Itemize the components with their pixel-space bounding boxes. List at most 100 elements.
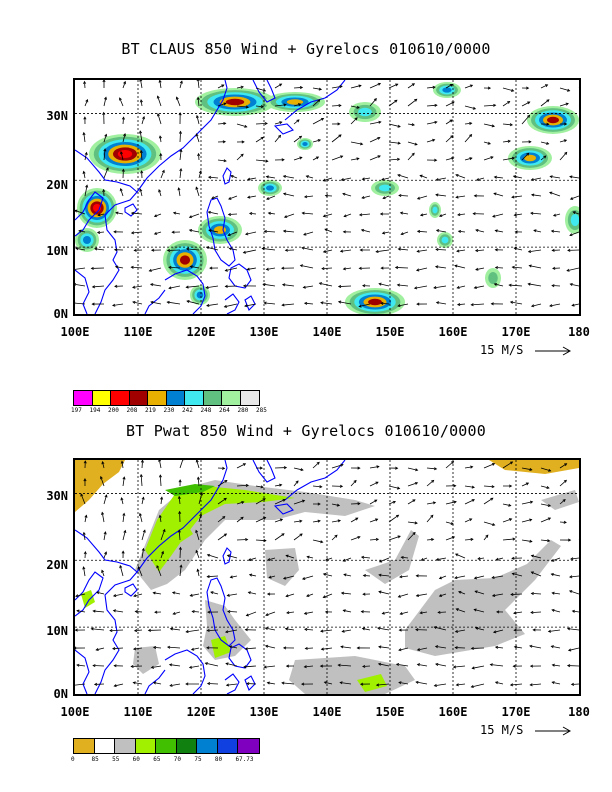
colorbar-label: 75 (194, 756, 202, 763)
colorbar-label: 0 (71, 756, 75, 763)
lon-label: 140E (312, 705, 342, 719)
lat-label: 20N (46, 558, 68, 572)
lon-label: 110E (123, 705, 153, 719)
panel1-scale-arrow-icon (535, 346, 572, 356)
colorbar-swatch (74, 391, 93, 405)
coastline-path (136, 460, 228, 573)
colorbar-label: 85 (91, 756, 99, 763)
colorbar-swatch (74, 739, 95, 753)
colorbar-swatch (166, 391, 185, 405)
lon-label: 150E (375, 705, 405, 719)
coastline-path (228, 263, 252, 289)
cloud-cluster (371, 180, 399, 196)
cloud-cluster (163, 240, 207, 280)
lon-label: 120E (186, 705, 216, 719)
pwat-map-panel (73, 458, 581, 696)
pwat-map-canvas (75, 460, 579, 694)
coastline-path (164, 269, 206, 314)
cloud-cluster (195, 88, 275, 116)
panel1-colorbar (73, 390, 260, 406)
colorbar-swatch (222, 391, 241, 405)
coastline-path (252, 460, 276, 483)
cloud-cluster (75, 228, 99, 252)
colorbar-swatch (111, 391, 130, 405)
coastline-path (228, 643, 252, 669)
colorbar-swatch (94, 739, 116, 753)
cloud-cluster (433, 82, 461, 98)
cloud-cluster (485, 268, 501, 288)
panel1-title: BT CLAUS 850 Wind + Gyrelocs 010610/0000 (121, 40, 491, 58)
coastline-path (206, 577, 236, 647)
coastline-path (75, 269, 90, 314)
lon-label: 100E (60, 705, 90, 719)
colorbar-swatch (176, 739, 198, 753)
colorbar-label: 219 (145, 407, 156, 414)
cloud-cluster (297, 138, 313, 150)
lat-label: 30N (46, 109, 68, 123)
coastline-path (144, 669, 166, 694)
coastline-path (75, 649, 90, 694)
colorbar-label: 67.73 (235, 756, 254, 763)
cloud-cluster (198, 216, 242, 244)
colorbar-label: 230 (163, 407, 175, 414)
cloud-cluster (345, 288, 405, 314)
lat-label: 0N (53, 687, 68, 701)
lat-label: 30N (46, 489, 68, 503)
lon-label: 130E (249, 325, 279, 339)
pwat-region (541, 490, 579, 510)
colorbar-swatch (238, 739, 259, 753)
lat-label: 10N (46, 624, 68, 638)
colorbar-swatch (197, 739, 218, 753)
colorbar-swatch (92, 391, 111, 405)
coastline-path (144, 289, 166, 314)
cloud-cluster (429, 202, 441, 218)
coastline-path (164, 649, 206, 694)
cloud-cluster (565, 206, 579, 234)
cloud-top-fields (75, 82, 579, 314)
colorbar-label: 60 (132, 756, 140, 763)
lon-label: 130E (249, 705, 279, 719)
colorbar-swatch (217, 739, 239, 753)
coastline-path (224, 673, 240, 694)
colorbar-label: 70 (173, 756, 181, 763)
lon-label: 170E (501, 705, 531, 719)
coastlines (75, 460, 346, 694)
colorbar-swatch (115, 739, 136, 753)
colorbar-label: 285 (256, 407, 267, 414)
colorbar-label: 80 (214, 756, 223, 763)
colorbar-label: 242 (182, 407, 193, 414)
grid-lines (75, 80, 579, 314)
coastline-path (244, 295, 256, 311)
colorbar-swatch (185, 391, 204, 405)
panel1-colorbar-labels: 197 194 200 208 219 230 242 248 264 280 285 (71, 407, 273, 415)
panel2-scale-arrow-icon (535, 726, 572, 736)
lon-label: 180 (568, 325, 590, 339)
panel2-title: BT Pwat 850 Wind + Gyrelocs 010610/0000 (126, 422, 486, 440)
claus-map-panel (73, 78, 581, 316)
cloud-cluster (89, 134, 161, 174)
coastline-path (124, 583, 138, 597)
pwat-region (489, 460, 579, 474)
pwat-region (265, 548, 299, 586)
lon-label: 140E (312, 325, 342, 339)
colorbar-label: 280 (237, 407, 249, 414)
lon-label: 110E (123, 325, 153, 339)
panel1-scale-label: 15 M/S (480, 343, 524, 357)
lat-label: 20N (46, 178, 68, 192)
coastline-path (244, 675, 256, 691)
colorbar-swatch (240, 391, 259, 405)
pwat-region (75, 460, 125, 512)
pwat-region (145, 486, 295, 572)
lon-label: 100E (60, 325, 90, 339)
lon-label: 180 (568, 705, 590, 719)
colorbar-label: 264 (219, 407, 230, 414)
colorbar-label: 208 (126, 407, 138, 414)
lon-label: 160E (438, 325, 468, 339)
panel2-scale-label: 15 M/S (480, 723, 524, 737)
colorbar-label: 248 (200, 407, 212, 414)
coastline-path (273, 123, 294, 135)
colorbar-swatch (129, 391, 148, 405)
colorbar-label: 55 (112, 756, 120, 763)
lon-label: 160E (438, 705, 468, 719)
wind-vectors (75, 460, 579, 689)
